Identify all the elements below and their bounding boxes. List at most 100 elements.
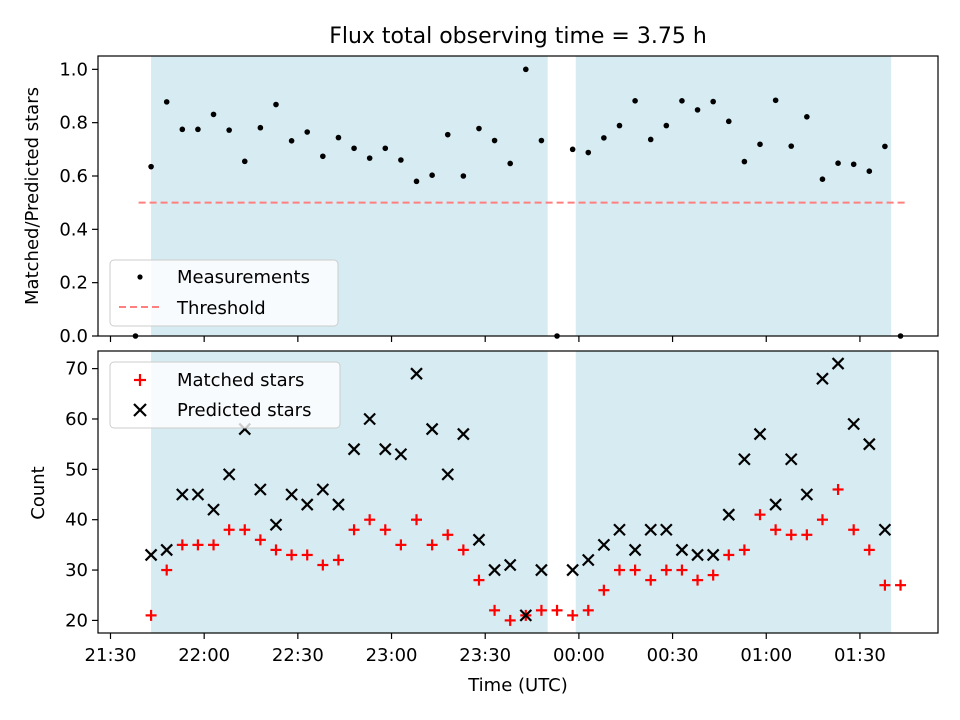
ratio-legend-box bbox=[109, 259, 339, 327]
ratio-y-ticks: 0.0 0.2 0.4 0.6 0.8 1.0 bbox=[59, 59, 98, 347]
predicted-star-marker bbox=[863, 437, 876, 451]
matched-star-marker bbox=[551, 604, 563, 616]
measurement-point bbox=[320, 153, 326, 160]
y-tick-label: 0.0 bbox=[59, 326, 88, 347]
predicted-star-marker bbox=[878, 523, 892, 537]
predicted-star-marker bbox=[784, 452, 798, 466]
x-tick-label: 23:00 bbox=[366, 645, 418, 666]
measurement-point bbox=[710, 98, 716, 105]
predicted-star-marker bbox=[488, 563, 501, 577]
matched-star-marker bbox=[879, 579, 891, 591]
measurement-point bbox=[148, 163, 154, 170]
x-tick-label: 21:30 bbox=[85, 645, 137, 666]
predicted-star-marker bbox=[222, 468, 236, 481]
predicted-star-marker bbox=[441, 468, 455, 481]
predicted-star-marker bbox=[176, 488, 189, 501]
y-tick-label: 40 bbox=[65, 510, 88, 531]
measurement-point bbox=[241, 158, 248, 165]
measurement-point bbox=[491, 137, 498, 144]
matched-star-marker bbox=[442, 529, 454, 541]
matched-stars-legend-marker bbox=[134, 374, 146, 386]
y-tick-label: 0.2 bbox=[59, 273, 88, 294]
predicted-star-marker bbox=[660, 523, 673, 537]
observing-band bbox=[575, 351, 892, 633]
x-tick-label: 23:30 bbox=[459, 645, 511, 666]
matched-star-marker bbox=[832, 483, 844, 495]
matched-star-marker bbox=[582, 604, 594, 616]
measurement-point bbox=[694, 107, 701, 113]
matched-star-marker bbox=[707, 569, 719, 581]
matched-star-marker bbox=[395, 539, 407, 551]
matched-star-marker bbox=[723, 549, 735, 561]
measurements-legend-marker bbox=[137, 274, 143, 280]
count-plot-frame bbox=[97, 350, 939, 634]
predicted-star-marker bbox=[379, 442, 392, 456]
predicted-star-marker bbox=[300, 498, 314, 511]
matched-star-marker bbox=[364, 514, 376, 526]
matched-star-marker bbox=[848, 524, 860, 536]
predicted-star-marker bbox=[566, 563, 579, 577]
predicted-star-marker bbox=[722, 508, 736, 521]
matched-star-marker bbox=[629, 564, 641, 576]
predicted-star-marker bbox=[753, 427, 767, 441]
measurement-point bbox=[288, 138, 295, 144]
x-axis-label: Time (UTC) bbox=[467, 675, 568, 696]
measurement-point bbox=[866, 168, 873, 174]
matched-star-marker bbox=[816, 514, 828, 526]
predicted-star-marker bbox=[363, 412, 376, 426]
predicted-star-marker bbox=[831, 357, 845, 370]
matched-star-marker bbox=[738, 544, 750, 556]
ratio-legend: Measurements Threshold bbox=[109, 259, 339, 327]
x-tick-label: 22:30 bbox=[272, 645, 324, 666]
measurement-point bbox=[413, 178, 420, 185]
predicted-star-marker bbox=[410, 367, 423, 380]
matched-star-marker bbox=[754, 509, 766, 521]
predicted-star-marker bbox=[285, 488, 298, 501]
measurement-point bbox=[741, 158, 748, 165]
matched-star-marker bbox=[301, 549, 313, 561]
measurement-point bbox=[601, 135, 607, 141]
measurement-point bbox=[507, 160, 513, 167]
predicted-star-marker bbox=[394, 447, 408, 461]
y-tick-label: 0.4 bbox=[59, 219, 88, 240]
x-tick-label: 00:30 bbox=[647, 645, 699, 666]
matched-star-marker bbox=[676, 564, 688, 576]
matched-star-marker bbox=[192, 539, 204, 551]
ratio-x-ticks bbox=[109, 336, 861, 342]
predicted-star-marker bbox=[847, 417, 860, 431]
matched-star-marker bbox=[411, 514, 423, 526]
measurement-point bbox=[476, 125, 482, 132]
y-tick-label: 1.0 bbox=[59, 59, 88, 80]
measurement-point bbox=[538, 137, 545, 144]
measurement-point bbox=[273, 101, 279, 108]
y-tick-label: 70 bbox=[65, 359, 88, 380]
measurement-point bbox=[226, 127, 232, 133]
observing-band bbox=[575, 56, 892, 336]
predicted-star-marker bbox=[691, 548, 704, 562]
ratio-y-axis-label: Matched/Predicted stars bbox=[22, 87, 43, 305]
measurement-point bbox=[195, 126, 201, 133]
matched-star-marker bbox=[379, 524, 391, 536]
x-tick-label: 01:00 bbox=[740, 645, 792, 666]
matched-star-marker bbox=[348, 524, 360, 536]
measurement-point bbox=[382, 145, 389, 152]
count-y-axis-label: Count bbox=[28, 466, 49, 519]
predicted-star-marker bbox=[457, 427, 470, 441]
matched-star-marker bbox=[239, 524, 251, 536]
matched-star-marker bbox=[270, 544, 282, 556]
y-tick-label: 0.8 bbox=[59, 113, 88, 134]
chart-title: Flux total observing time = 3.75 h bbox=[329, 24, 707, 49]
matched-star-marker bbox=[457, 544, 469, 556]
measurement-point bbox=[569, 146, 576, 153]
matched-star-marker bbox=[176, 539, 188, 551]
measurement-points bbox=[132, 66, 904, 339]
matched-star-marker bbox=[426, 539, 438, 551]
measurement-point bbox=[585, 149, 592, 156]
measurement-point bbox=[398, 157, 404, 163]
threshold-legend-label: Threshold bbox=[176, 298, 266, 319]
predicted-star-marker bbox=[472, 533, 486, 547]
measurement-point bbox=[163, 99, 170, 105]
matched-star-marker bbox=[473, 574, 485, 586]
measurement-point bbox=[616, 122, 623, 129]
